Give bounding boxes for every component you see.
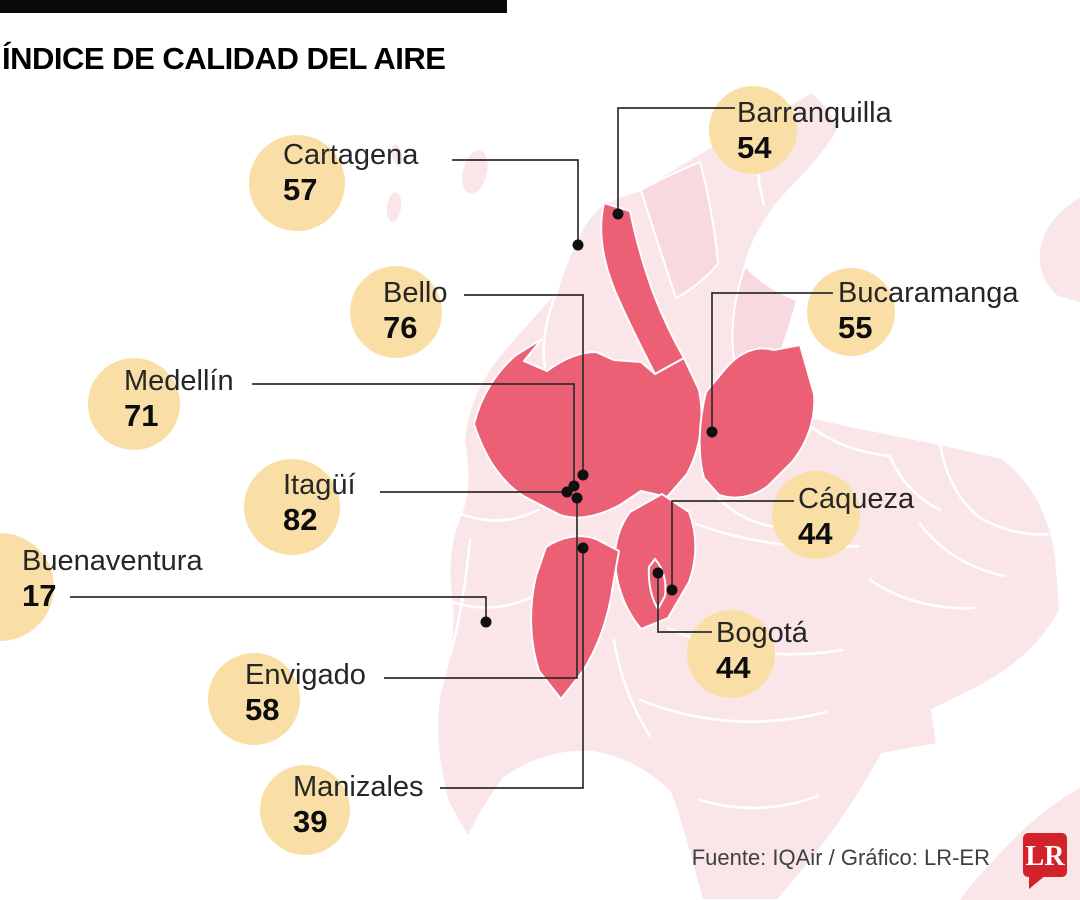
- city-value: 57: [283, 172, 318, 207]
- region-neighbor-northeast: [1039, 198, 1080, 302]
- city-value: 82: [283, 502, 318, 537]
- connector-bello: [464, 294, 584, 473]
- region-santander-highlight: [698, 343, 816, 499]
- city-callout-medellin: Medellín 71: [124, 364, 234, 434]
- city-value: 44: [716, 650, 751, 685]
- island-3: [462, 150, 488, 194]
- source-credit: Fuente: IQAir / Gráfico: LR-ER: [691, 845, 990, 870]
- island-1: [391, 144, 403, 166]
- dept-border: [590, 750, 642, 826]
- city-name: Buenaventura: [22, 545, 203, 577]
- city-callout-caqueza: Cáqueza 44: [798, 482, 914, 552]
- label-bubble-caqueza: [772, 471, 860, 559]
- city-callout-buenaventura: Buenaventura 17: [22, 544, 203, 614]
- barranquilla-marker-dot: [612, 208, 624, 220]
- city-callout-bogota: Bogotá 44: [716, 616, 808, 686]
- cartagena-marker-dot: [572, 239, 584, 251]
- connector-medellin: [252, 383, 575, 484]
- city-callout-cartagena: Cartagena 57: [283, 138, 418, 208]
- bucaramanga-marker-dot: [706, 426, 718, 438]
- dept-border: [868, 578, 976, 610]
- city-callout-barranquilla: Barranquilla 54: [737, 96, 892, 166]
- city-callout-bello: Bello 76: [383, 276, 448, 346]
- city-name: Cáqueza: [798, 483, 915, 515]
- lr-logo: LR: [1023, 833, 1067, 889]
- city-value: 54: [737, 130, 772, 165]
- city-value: 17: [22, 578, 57, 613]
- dept-border: [448, 538, 472, 658]
- dept-border: [612, 638, 652, 738]
- region-caldas-tolima-highlight: [530, 535, 621, 701]
- connector-envigado: [384, 500, 578, 679]
- envigado-marker-dot: [571, 492, 583, 504]
- city-callout-manizales: Manizales 39: [293, 770, 424, 840]
- connector-bucaramanga: [711, 292, 833, 430]
- city-name: Manizales: [293, 771, 424, 803]
- dept-border: [938, 442, 982, 520]
- city-name: Envigado: [245, 659, 366, 691]
- city-name: Bucaramanga: [838, 277, 1019, 309]
- dept-border: [542, 289, 559, 370]
- bogota-marker-dot: [652, 567, 664, 579]
- lr-logo-tail: [1029, 875, 1046, 889]
- label-bubble-cartagena: [249, 135, 345, 231]
- label-bubble-medellin: [88, 358, 180, 450]
- dept-border: [638, 698, 828, 723]
- connector-buenaventura: [70, 596, 487, 620]
- connector-bogota: [657, 575, 712, 633]
- city-callout-envigado: Envigado 58: [245, 658, 366, 728]
- city-value: 44: [798, 516, 833, 551]
- top-black-bar: [0, 0, 507, 13]
- dept-border: [978, 516, 1050, 536]
- connector-cartagena: [452, 159, 579, 244]
- manizales-marker-dot: [577, 542, 589, 554]
- city-name: Bogotá: [716, 617, 808, 649]
- buenaventura-marker-dot: [480, 616, 492, 628]
- label-bubble-bucaramanga: [807, 268, 895, 356]
- bello-marker-dot: [577, 469, 589, 481]
- dept-border: [698, 794, 820, 810]
- city-value: 58: [245, 692, 280, 727]
- label-bubble-manizales: [260, 765, 350, 855]
- label-bubble-envigado: [208, 653, 300, 745]
- dept-border: [888, 454, 942, 512]
- city-callout-bucaramanga: Bucaramanga 55: [838, 276, 1019, 346]
- city-name: Itagüí: [283, 469, 356, 501]
- city-name: Bello: [383, 277, 448, 309]
- city-name: Medellín: [124, 365, 234, 397]
- city-value: 76: [383, 310, 418, 345]
- label-bubble-itagui: [244, 459, 340, 555]
- connector-barranquilla: [617, 107, 735, 214]
- city-value: 55: [838, 310, 873, 345]
- city-callout-itagui: Itagüí 82: [283, 468, 356, 538]
- caqueza-marker-dot: [666, 584, 678, 596]
- region-cundinamarca-highlight: [613, 492, 697, 631]
- city-name: Cartagena: [283, 139, 419, 171]
- label-bubble-bello: [350, 266, 442, 358]
- label-bubble-bogota: [687, 610, 775, 698]
- lr-logo-text: LR: [1026, 841, 1066, 872]
- city-value: 71: [124, 398, 159, 433]
- connector-manizales: [440, 550, 584, 789]
- dept-border: [459, 508, 540, 522]
- island-2: [386, 192, 402, 222]
- dept-border: [918, 522, 1006, 578]
- connector-caqueza: [671, 500, 794, 588]
- itagui-marker-dot: [561, 486, 573, 498]
- page-title: ÍNDICE DE CALIDAD DEL AIRE: [2, 40, 446, 76]
- lr-logo-box: [1023, 833, 1067, 877]
- label-bubble-barranquilla: [709, 86, 797, 174]
- city-value: 39: [293, 804, 328, 839]
- city-name: Barranquilla: [737, 97, 892, 129]
- region-cesar: [639, 160, 720, 300]
